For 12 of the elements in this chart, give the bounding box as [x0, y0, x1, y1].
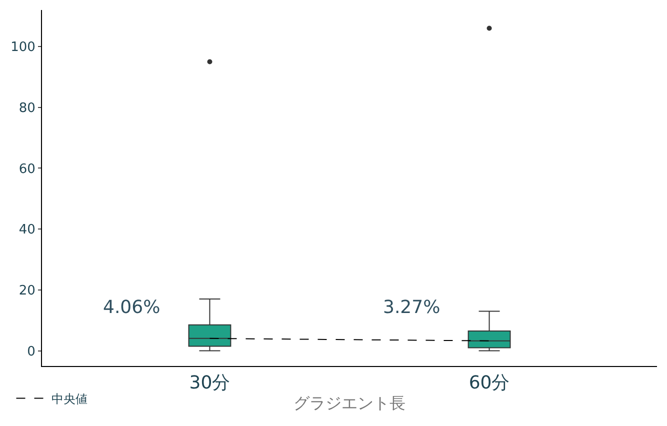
y-tick-label: 20: [18, 283, 36, 298]
annotation: 3.27%: [383, 297, 440, 318]
y-tick-label: 80: [18, 100, 36, 116]
legend-label: 中央値: [51, 392, 88, 406]
y-tick-label: 0: [27, 344, 36, 360]
y-tick-label: 60: [18, 162, 36, 177]
x-tick-label: 60分: [468, 372, 510, 394]
y-tick-label: 100: [10, 40, 36, 56]
x-tick-label: 30分: [189, 372, 230, 394]
y-tick-label: 40: [18, 222, 36, 238]
annotation: 4.06%: [103, 297, 160, 318]
x-axis-title: グラジエント長: [294, 393, 406, 412]
